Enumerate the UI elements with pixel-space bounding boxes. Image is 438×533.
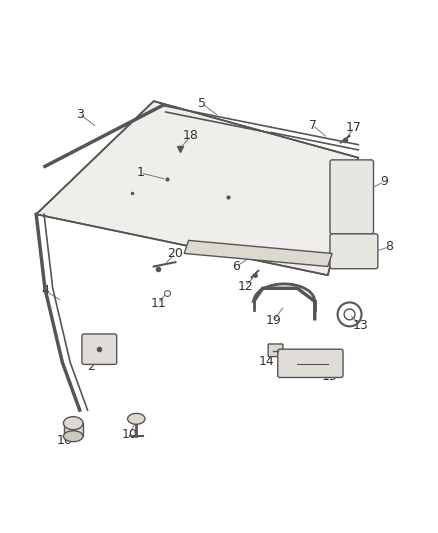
Text: 18: 18 <box>183 130 199 142</box>
Text: 16: 16 <box>57 434 72 447</box>
Text: 13: 13 <box>353 319 368 332</box>
Text: 7: 7 <box>309 118 317 132</box>
FancyBboxPatch shape <box>278 349 343 377</box>
Text: 20: 20 <box>168 247 184 260</box>
Polygon shape <box>184 240 332 266</box>
Text: 5: 5 <box>198 97 205 110</box>
Text: 6: 6 <box>233 260 240 273</box>
Text: 9: 9 <box>381 175 389 188</box>
Text: 1: 1 <box>137 166 145 180</box>
Text: 3: 3 <box>76 108 84 120</box>
Ellipse shape <box>64 431 83 442</box>
Text: 12: 12 <box>237 280 253 293</box>
Text: 15: 15 <box>322 370 338 383</box>
Text: 11: 11 <box>150 297 166 310</box>
FancyBboxPatch shape <box>330 234 378 269</box>
FancyBboxPatch shape <box>82 334 117 365</box>
Text: 19: 19 <box>265 314 281 327</box>
Ellipse shape <box>64 417 83 430</box>
Text: 8: 8 <box>385 240 393 253</box>
Text: 4: 4 <box>41 284 49 297</box>
FancyBboxPatch shape <box>330 160 374 234</box>
Text: 10: 10 <box>122 427 138 441</box>
Text: 2: 2 <box>87 360 95 373</box>
Text: 14: 14 <box>259 355 275 368</box>
Ellipse shape <box>127 414 145 424</box>
FancyBboxPatch shape <box>268 344 283 357</box>
FancyBboxPatch shape <box>64 423 83 436</box>
Text: 17: 17 <box>346 121 362 134</box>
Polygon shape <box>36 101 358 275</box>
